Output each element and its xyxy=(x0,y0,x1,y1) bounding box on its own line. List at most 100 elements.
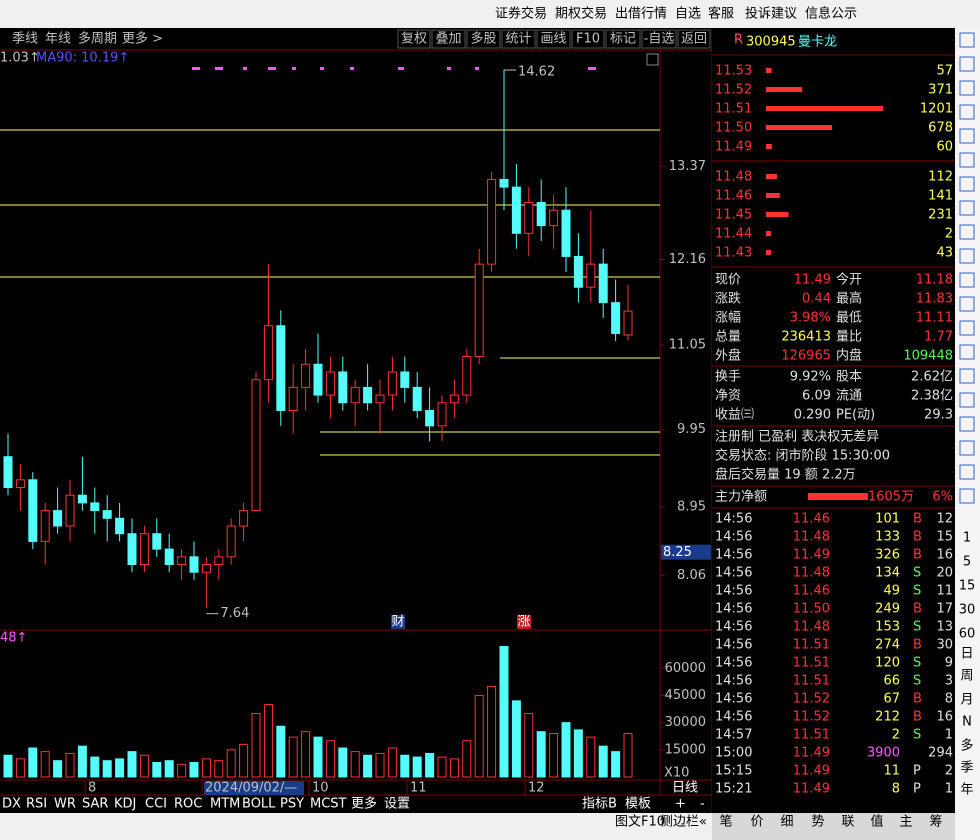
indicator-tab[interactable]: DX xyxy=(2,797,21,812)
panel-tab[interactable]: 价 xyxy=(750,815,763,830)
icon[interactable] xyxy=(959,104,975,120)
volume-bar xyxy=(115,758,125,778)
y-tick-label: 11.05 xyxy=(669,338,706,353)
quote-label: 今开 xyxy=(836,272,862,288)
trade-volume: 326 xyxy=(875,548,900,563)
indicator-tab[interactable]: ROC xyxy=(174,797,202,812)
period-icon[interactable]: 15 xyxy=(959,579,976,594)
period-icon[interactable]: 多 xyxy=(960,738,973,754)
volume-bar xyxy=(288,736,298,778)
candle-body xyxy=(400,371,410,388)
event-marker[interactable]: 财 xyxy=(391,615,404,630)
period-icon[interactable]: 季 xyxy=(960,761,973,776)
candle-body xyxy=(313,363,323,396)
tool-button[interactable]: 统计 xyxy=(505,32,531,47)
icon[interactable] xyxy=(959,128,975,144)
indicator-tab[interactable]: RSI xyxy=(26,797,47,812)
menu-item[interactable]: 出借行情 xyxy=(615,7,667,22)
indicator-tab[interactable]: PSY xyxy=(280,797,304,812)
panel-close[interactable] xyxy=(646,53,659,66)
tool-button[interactable]: 画线 xyxy=(540,32,566,47)
period-icon[interactable]: 月 xyxy=(960,693,973,708)
tab[interactable]: 模板 xyxy=(625,797,651,812)
menu-item[interactable]: 客服 xyxy=(708,6,734,22)
icon[interactable] xyxy=(959,416,975,432)
indicator-tab[interactable]: MTM xyxy=(210,797,240,812)
candle-body xyxy=(90,502,100,512)
candle-body xyxy=(350,386,360,404)
footer-link[interactable]: 图文F10 xyxy=(615,815,665,830)
panel-tab[interactable]: 主 xyxy=(899,815,912,830)
trade-side: P xyxy=(913,764,921,779)
tab[interactable]: 指标B xyxy=(582,797,617,812)
icon[interactable] xyxy=(959,488,975,504)
period-button[interactable]: 季线 xyxy=(12,32,38,47)
icon[interactable] xyxy=(959,32,975,48)
panel-tab[interactable]: 细 xyxy=(780,815,793,830)
trade-side: B xyxy=(913,692,922,707)
icon[interactable] xyxy=(959,368,975,384)
icon[interactable] xyxy=(959,272,975,288)
icon[interactable] xyxy=(959,80,975,96)
period-icon[interactable]: 日 xyxy=(960,647,973,662)
icon[interactable] xyxy=(959,464,975,480)
indicator-tab[interactable]: SAR xyxy=(82,797,108,812)
icon[interactable] xyxy=(959,200,975,216)
period-button[interactable]: 年线 xyxy=(45,32,71,47)
panel-tab[interactable]: 值 xyxy=(870,814,883,830)
tool-button[interactable]: 返回 xyxy=(681,32,707,47)
indicator-tab[interactable]: BOLL xyxy=(242,797,276,812)
menu-item[interactable]: 自选 xyxy=(675,7,701,22)
period-icon[interactable]: 周 xyxy=(960,669,973,684)
icon[interactable] xyxy=(959,296,975,312)
menu-item[interactable]: 投诉建议 xyxy=(745,6,797,22)
indicator-tab[interactable]: MCST xyxy=(310,797,347,812)
icon[interactable] xyxy=(959,152,975,168)
indicator-tab[interactable]: KDJ xyxy=(114,797,136,812)
icon[interactable] xyxy=(959,224,975,240)
period-icon[interactable]: 1 xyxy=(963,531,971,546)
indicator-tab[interactable]: WR xyxy=(54,797,76,812)
tool-button[interactable]: 标记 xyxy=(610,32,636,47)
period-button[interactable]: 更多 > xyxy=(122,31,163,47)
tool-button[interactable]: 多股 xyxy=(470,31,496,47)
tool-button[interactable]: 叠加 xyxy=(435,32,461,47)
period-icon[interactable]: 5 xyxy=(963,555,971,570)
tool-button[interactable]: 复权 xyxy=(401,31,427,47)
indicator-tab[interactable]: CCI xyxy=(145,797,167,812)
period-icon[interactable]: 30 xyxy=(959,603,976,618)
period-button[interactable]: 多周期 xyxy=(78,31,117,47)
candle-body xyxy=(462,356,472,396)
menu-item[interactable]: 证券交易 xyxy=(495,6,547,22)
icon[interactable] xyxy=(959,248,975,264)
trade-volume: 8 xyxy=(892,782,900,797)
icon[interactable] xyxy=(959,344,975,360)
volume-bar xyxy=(177,763,187,778)
panel-tab[interactable]: 笔 xyxy=(719,814,732,830)
icon[interactable] xyxy=(959,440,975,456)
icon[interactable] xyxy=(959,392,975,408)
period-icon[interactable]: N xyxy=(962,715,972,730)
tool-button[interactable]: F10 xyxy=(576,32,600,47)
icon[interactable] xyxy=(959,176,975,192)
period-icon[interactable]: 年 xyxy=(960,783,973,798)
book-price: 11.53 xyxy=(715,64,752,79)
zoom-button[interactable]: - xyxy=(700,797,705,812)
panel-tab[interactable]: 势 xyxy=(811,814,824,830)
menu-item[interactable]: 期权交易 xyxy=(555,6,607,22)
period-icon[interactable]: 60 xyxy=(959,627,976,642)
trade-time: 15:21 xyxy=(715,782,752,797)
footer-link[interactable]: 侧边栏« xyxy=(660,815,707,830)
trade-price: 11.51 xyxy=(793,638,830,653)
event-marker[interactable]: 涨 xyxy=(517,615,530,630)
icon[interactable] xyxy=(959,56,975,72)
panel-tab[interactable]: 筹 xyxy=(929,814,942,830)
indicator-tab[interactable]: 设置 xyxy=(384,797,410,812)
menu-item[interactable]: 信息公示 xyxy=(805,6,857,22)
indicator-tab[interactable]: 更多 xyxy=(351,796,377,812)
zoom-button[interactable]: + xyxy=(675,797,686,812)
tool-button[interactable]: -自选 xyxy=(644,32,675,47)
panel-tab[interactable]: 联 xyxy=(841,815,854,830)
icon[interactable] xyxy=(959,320,975,336)
